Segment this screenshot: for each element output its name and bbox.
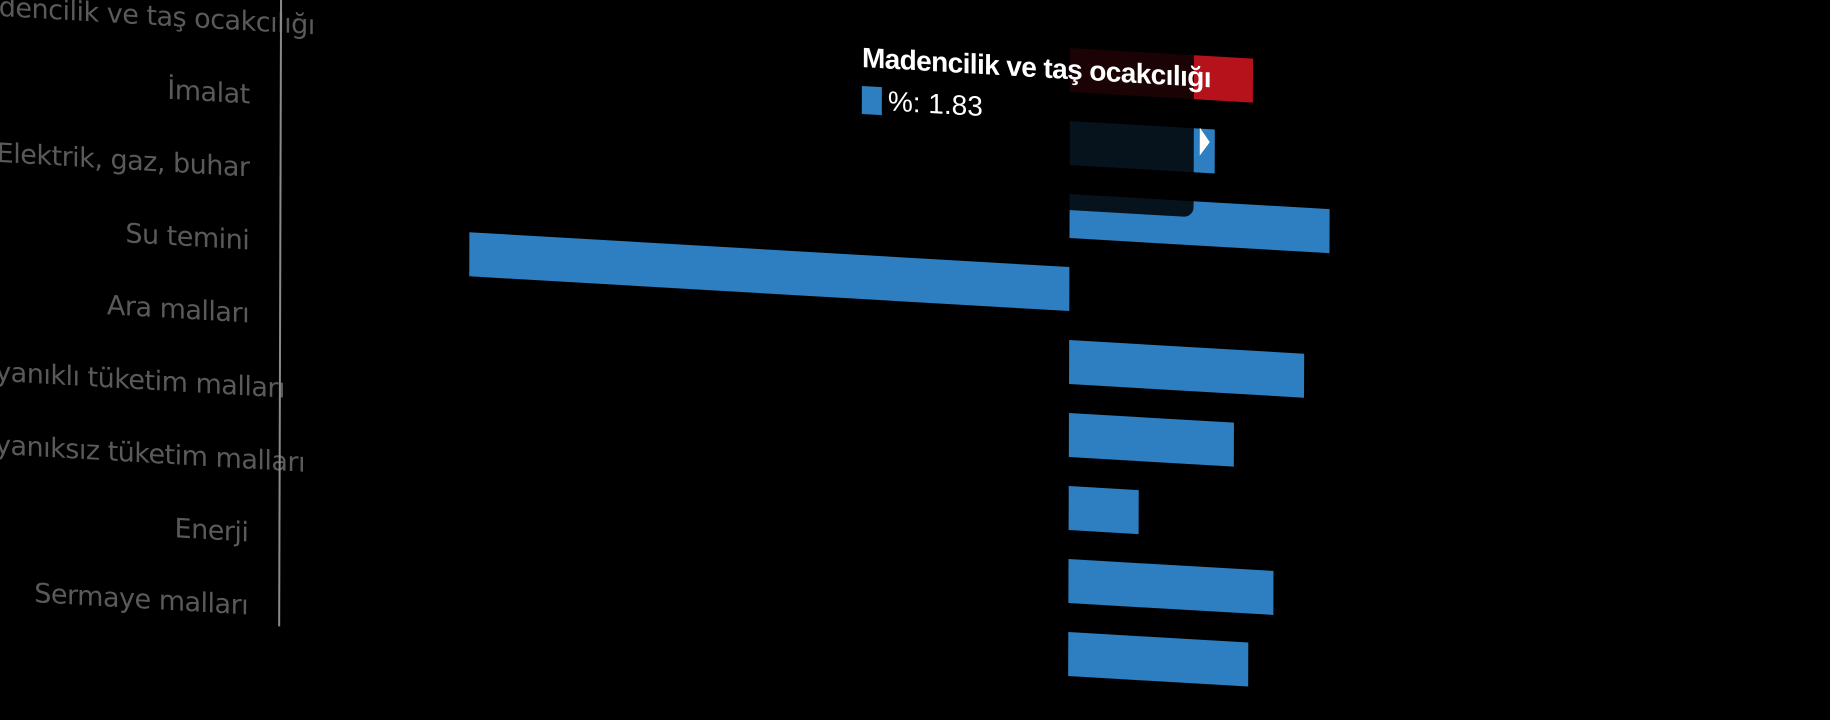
bar[interactable] (1069, 340, 1305, 398)
bar[interactable] (469, 232, 1070, 312)
bar[interactable] (1068, 413, 1234, 467)
bar[interactable] (1068, 486, 1139, 535)
tooltip: Madencilik ve taş ocakcılığı %: 1.83 (855, 19, 1211, 218)
tooltip-swatch (861, 85, 882, 116)
tooltip-value: %: 1.83 (887, 85, 983, 123)
bar[interactable] (1068, 559, 1274, 615)
tooltip-pointer (1199, 127, 1210, 157)
bar[interactable] (1068, 632, 1249, 687)
